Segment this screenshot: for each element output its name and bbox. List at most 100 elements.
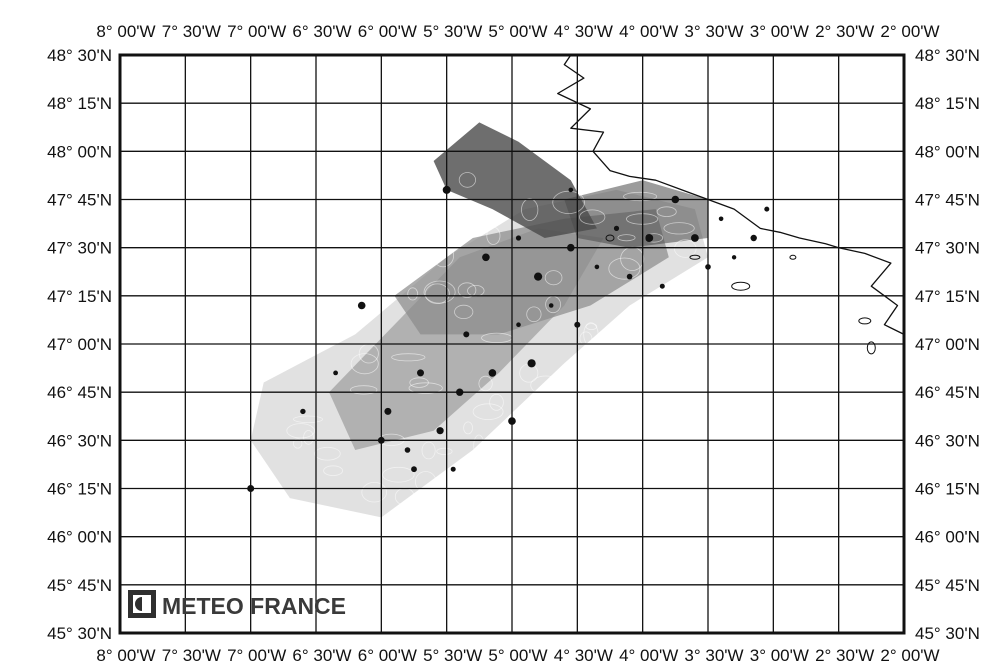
spill-eddy [579,209,606,225]
latitude-labels-left: 48° 30'N 48° 15'N 48° 00'N 47° 45'N 47° 30'N… [47,46,112,643]
lon-label-top: 6° 30'W [292,22,351,41]
spill-eddy [610,353,633,363]
spill-eddy [517,459,549,479]
lon-label-top: 3° 30'W [684,22,743,41]
spill-dispersion-plume [250,122,708,518]
lon-label-top: 7° 30'W [162,22,221,41]
spill-eddy [656,206,677,218]
spill-eddy [286,423,316,439]
lon-label-bottom: 7° 30'W [162,646,221,665]
spill-eddy [623,191,658,202]
map-plot-area [120,55,904,633]
observation-point [645,234,654,242]
lat-label-right: 45° 45'N [915,576,980,595]
spill-eddy [423,280,456,304]
spill-eddy [463,421,474,435]
spill-eddy [562,487,579,499]
lon-label-bottom: 2° 00'W [880,646,939,665]
spill-eddy [518,409,529,427]
lon-label-top: 7° 00'W [227,22,286,41]
observation-point [436,427,444,435]
spill-eddy [544,270,563,286]
observation-point [691,234,699,242]
lon-label-bottom: 6° 00'W [358,646,417,665]
spill-eddy [314,446,341,461]
observation-point [488,369,497,377]
lon-label-bottom: 8° 00'W [96,646,155,665]
lon-label-bottom: 3° 00'W [750,646,809,665]
observation-point [333,370,338,376]
lat-label-left: 47° 45'N [47,191,112,210]
lon-label-top: 5° 30'W [423,22,482,41]
lat-label-left: 47° 00'N [47,335,112,354]
lon-label-top: 4° 00'W [619,22,678,41]
spill-eddy [424,283,450,304]
lat-label-right: 47° 15'N [915,287,980,306]
lon-label-top: 6° 00'W [358,22,417,41]
spill-eddy [617,415,648,425]
observation-point [417,369,424,377]
lon-label-top: 3° 00'W [750,22,809,41]
lat-label-right: 47° 30'N [915,239,980,258]
spill-eddy [407,287,419,301]
spill-eddy [350,385,378,395]
coastline [557,55,904,355]
lat-label-left: 45° 30'N [47,624,112,643]
meteo-france-logo: METEO FRANCE [128,590,346,619]
spill-eddy [489,393,504,411]
island-5 [866,341,876,355]
spill-eddy [450,490,475,506]
observation-point [750,234,757,242]
spill-eddy [472,403,504,421]
observation-point [613,225,620,231]
spill-eddy [663,222,695,235]
logo-half-disc [135,597,142,611]
spill-eddy [530,375,562,395]
lon-label-top: 4° 30'W [554,22,613,41]
spill-eddy [551,470,567,491]
spill-eddy [608,257,641,280]
observation-points [247,185,770,492]
spill-eddy [391,353,426,362]
spill-eddy [421,441,436,460]
lat-label-right: 46° 15'N [915,480,980,499]
lon-label-top: 8° 00'W [96,22,155,41]
lat-label-left: 48° 15'N [47,94,112,113]
lat-label-left: 46° 45'N [47,383,112,402]
lat-label-left: 45° 45'N [47,576,112,595]
observation-point [516,322,521,328]
spill-eddy [323,465,344,477]
island-2 [731,281,751,291]
island-4 [858,317,872,325]
spill-eddy [382,466,415,483]
lat-label-right: 46° 00'N [915,528,980,547]
observation-point [384,407,392,415]
spill-eddy [432,244,455,268]
lon-label-bottom: 5° 30'W [423,646,482,665]
spill-eddy [350,353,379,375]
observation-point [764,206,770,212]
map-frame [118,53,906,635]
coastline-mainland [557,55,904,336]
observation-point [718,216,724,222]
island-1 [689,254,701,260]
spill-eddy [408,382,443,394]
lon-label-top: 2° 30'W [815,22,874,41]
logo-text: METEO FRANCE [162,593,346,619]
spill-eddy [521,198,539,222]
graticule-grid [120,55,904,633]
island-0 [605,234,615,242]
spill-eddy [293,438,303,449]
spill-eddy [457,282,477,298]
observation-point [357,301,366,310]
observation-point [626,273,633,280]
observation-point [404,447,411,453]
lat-label-left: 47° 30'N [47,239,112,258]
lat-label-left: 46° 00'N [47,528,112,547]
island-3 [789,254,797,260]
observation-point [548,303,554,308]
lat-label-right: 46° 30'N [915,431,980,450]
spill-eddy [674,239,697,258]
observation-point [515,235,522,241]
